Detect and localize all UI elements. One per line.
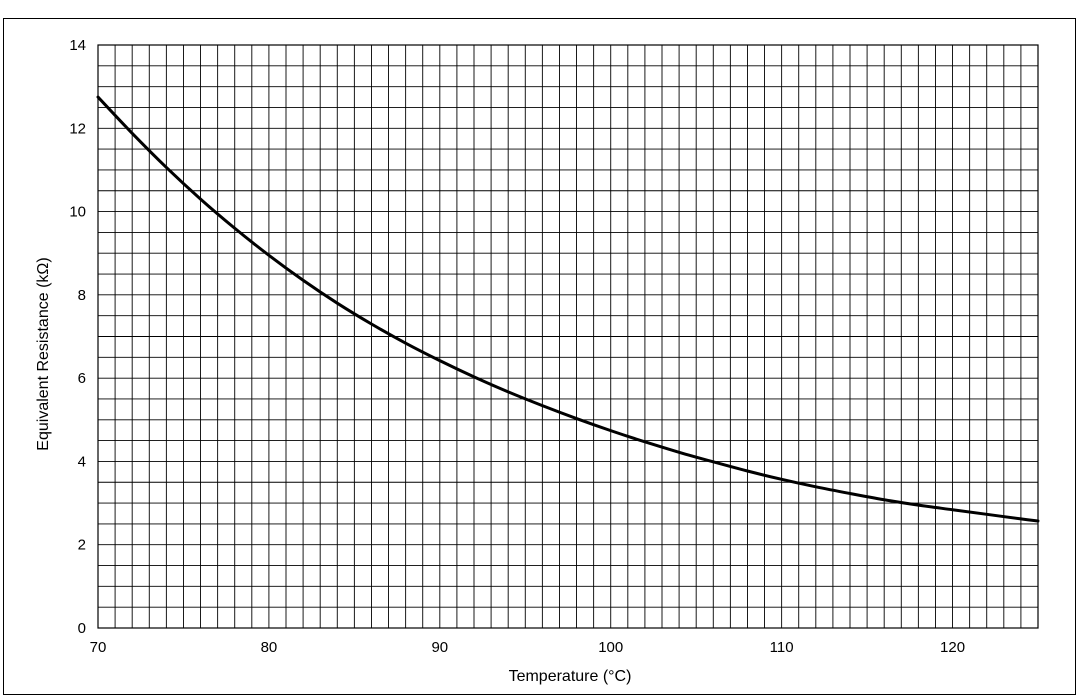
x-tick-label: 120 [940, 639, 965, 656]
y-tick-label: 8 [78, 287, 86, 304]
series-layer [96, 95, 1040, 523]
y-tick-label: 14 [69, 37, 86, 54]
y-tick-label: 0 [78, 620, 86, 637]
y-axis-label: Equivalent Resistance (kΩ) [35, 257, 52, 450]
x-tick-label: 90 [431, 639, 448, 656]
x-axis-ticks: 70 80 90 100 110 120 [90, 639, 965, 656]
series-line [96, 95, 1040, 523]
x-tick-label: 80 [261, 639, 278, 656]
plot-area-border [97, 44, 1039, 629]
y-axis-ticks: 0 2 4 6 8 10 12 14 [69, 37, 86, 637]
y-tick-label: 2 [78, 537, 86, 554]
y-tick-label: 10 [69, 204, 86, 221]
x-axis-label: Temperature (°C) [509, 668, 632, 685]
x-tick-label: 110 [770, 639, 794, 656]
y-tick-label: 4 [78, 453, 86, 470]
outer-frame [3, 18, 1076, 695]
x-tick-label: 100 [598, 639, 623, 656]
y-tick-label: 6 [78, 370, 86, 387]
y-tick-label: 12 [69, 120, 86, 137]
x-tick-label: 70 [90, 639, 107, 656]
